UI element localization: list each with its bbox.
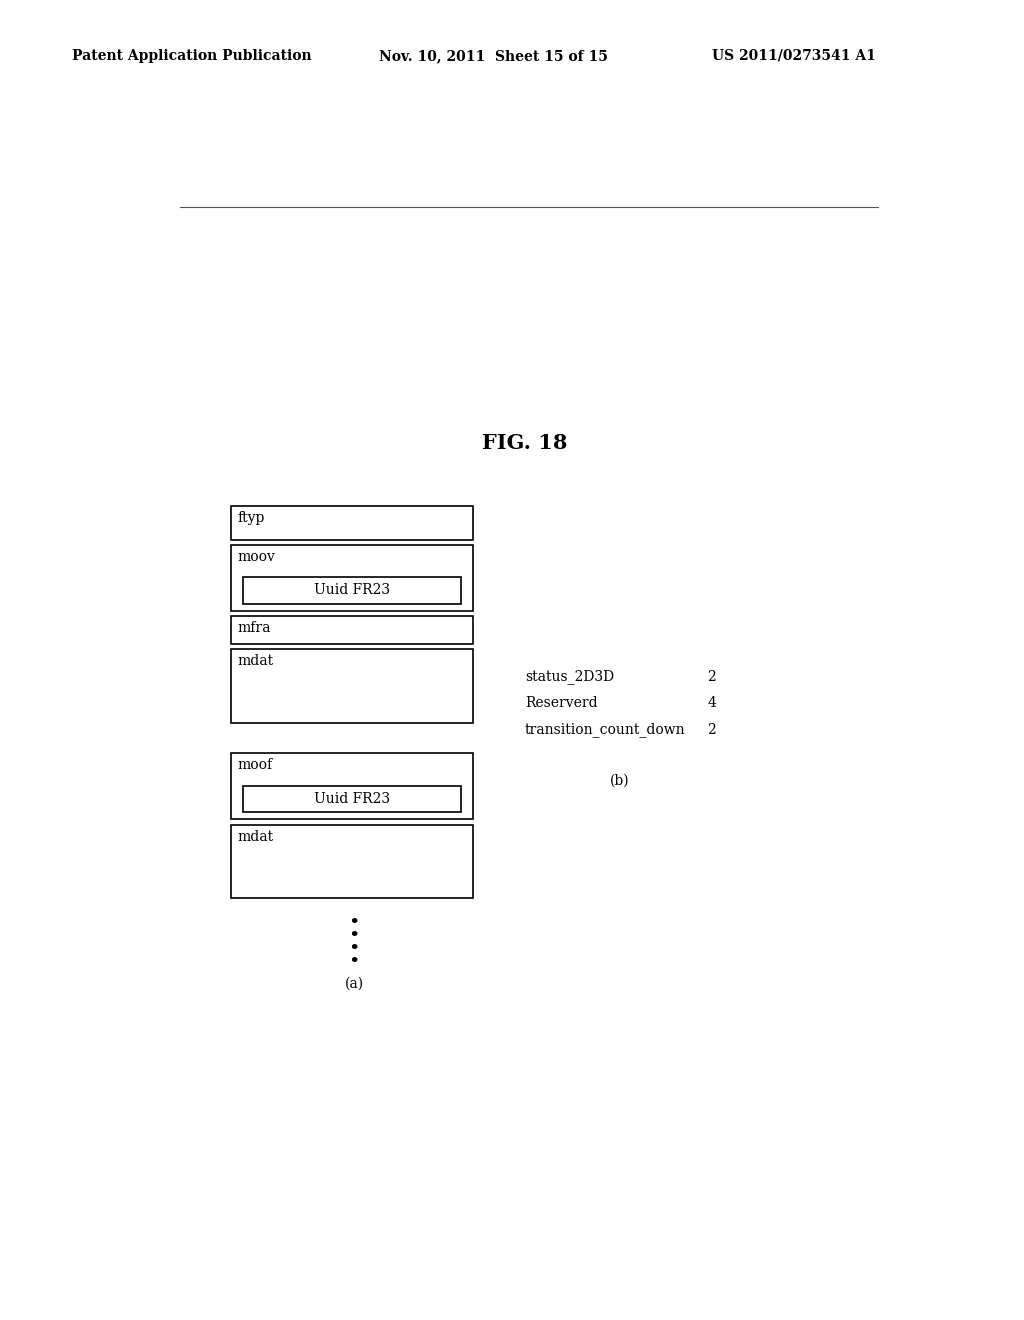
- Text: •: •: [348, 940, 359, 958]
- Text: 2: 2: [708, 722, 716, 737]
- Text: 2: 2: [708, 669, 716, 684]
- Text: moof: moof: [238, 758, 272, 772]
- Text: mfra: mfra: [238, 620, 271, 635]
- Text: mdat: mdat: [238, 655, 273, 668]
- Text: Uuid FR23: Uuid FR23: [314, 792, 390, 805]
- Text: •: •: [348, 927, 359, 945]
- Text: moov: moov: [238, 549, 275, 564]
- Bar: [231, 752, 473, 818]
- Text: Patent Application Publication: Patent Application Publication: [72, 49, 311, 63]
- Text: Nov. 10, 2011  Sheet 15 of 15: Nov. 10, 2011 Sheet 15 of 15: [379, 49, 608, 63]
- Text: status_2D3D: status_2D3D: [524, 669, 614, 684]
- Text: (b): (b): [610, 774, 630, 787]
- Bar: [231, 649, 473, 722]
- Bar: [243, 577, 461, 603]
- Text: FIG. 18: FIG. 18: [482, 433, 567, 453]
- Text: ftyp: ftyp: [238, 511, 265, 525]
- Text: US 2011/0273541 A1: US 2011/0273541 A1: [712, 49, 876, 63]
- Text: mdat: mdat: [238, 830, 273, 845]
- Bar: [231, 615, 473, 644]
- Text: transition_count_down: transition_count_down: [524, 722, 685, 737]
- Text: Reserverd: Reserverd: [524, 696, 597, 710]
- Text: Uuid FR23: Uuid FR23: [314, 583, 390, 598]
- Bar: [231, 545, 473, 611]
- Text: •: •: [348, 953, 359, 972]
- Bar: [231, 506, 473, 540]
- Text: •: •: [348, 913, 359, 932]
- Text: (a): (a): [345, 977, 364, 990]
- Bar: [231, 825, 473, 899]
- Text: 4: 4: [708, 696, 716, 710]
- Bar: [243, 785, 461, 812]
